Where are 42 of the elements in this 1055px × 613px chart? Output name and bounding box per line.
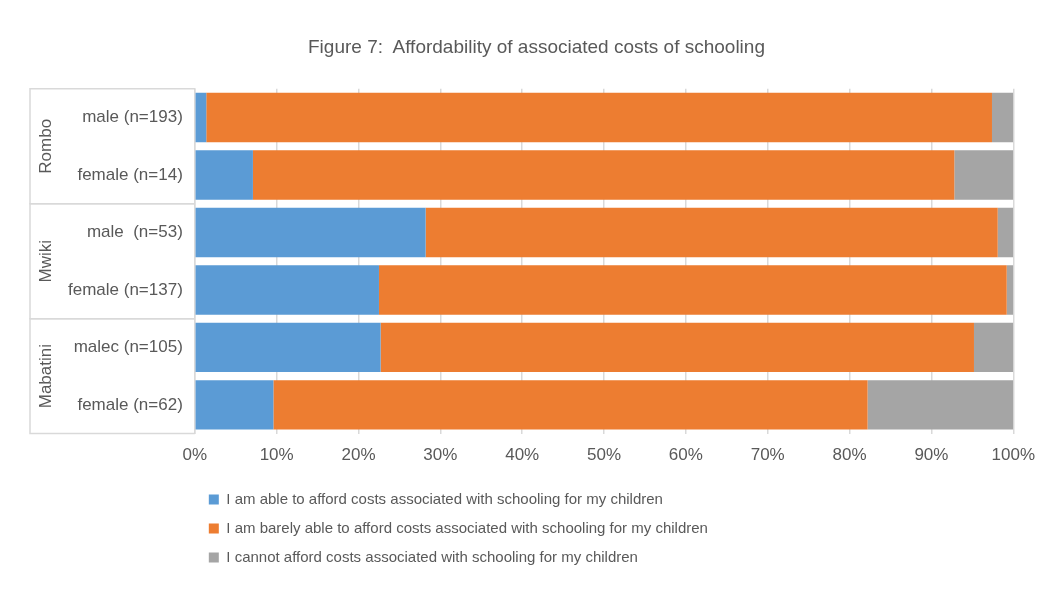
bar (378, 265, 1007, 315)
x-tick-label: 10% (259, 445, 294, 465)
x-tick-label: 80% (832, 445, 867, 465)
bar (973, 322, 1014, 373)
legend-label: I cannot afford costs associated with schooling for my children (226, 547, 638, 565)
y-tick-label: female (n=14) (77, 164, 183, 184)
y-tick-label: malec (n=105) (73, 337, 183, 357)
bar (425, 207, 998, 258)
legend-label: I am barely able to afford costs associated with schooling for my children (226, 518, 708, 536)
bar (195, 150, 253, 200)
bar (195, 322, 381, 373)
x-tick-label: 70% (750, 445, 785, 465)
x-tick-label: 40% (505, 445, 540, 465)
legend-label: I am able to afford costs associated with schooling for my children (226, 489, 663, 507)
chart-title: Figure 7: Affordability of associated costs of schooling (308, 35, 765, 57)
x-tick-label: 0% (182, 445, 208, 465)
y-tick-label: female (n=62) (77, 394, 183, 414)
bar (195, 207, 426, 258)
y-tick-label: female (n=137) (67, 279, 183, 299)
x-tick-label: 90% (914, 445, 949, 465)
x-tick-label: 50% (587, 445, 622, 465)
bar (273, 380, 868, 430)
bar (195, 265, 379, 315)
bar (206, 92, 992, 143)
y-tick-label: male (n=53) (86, 222, 183, 242)
bar (195, 92, 207, 143)
bar (867, 380, 1014, 430)
bar (1006, 265, 1014, 315)
bar (252, 150, 955, 200)
bar (195, 380, 274, 430)
y-tick-label: male (n=193) (82, 107, 183, 127)
x-tick-label: 30% (423, 445, 458, 465)
x-tick-label: 100% (991, 445, 1035, 465)
x-tick-label: 20% (341, 445, 376, 465)
bar (380, 322, 974, 373)
text: Mwiki (35, 239, 55, 283)
bar (954, 150, 1014, 200)
x-tick-label: 60% (668, 445, 703, 465)
bar (997, 207, 1014, 258)
text: Mabatini (35, 344, 55, 409)
bar (991, 92, 1014, 143)
text: Rombo (35, 118, 55, 174)
